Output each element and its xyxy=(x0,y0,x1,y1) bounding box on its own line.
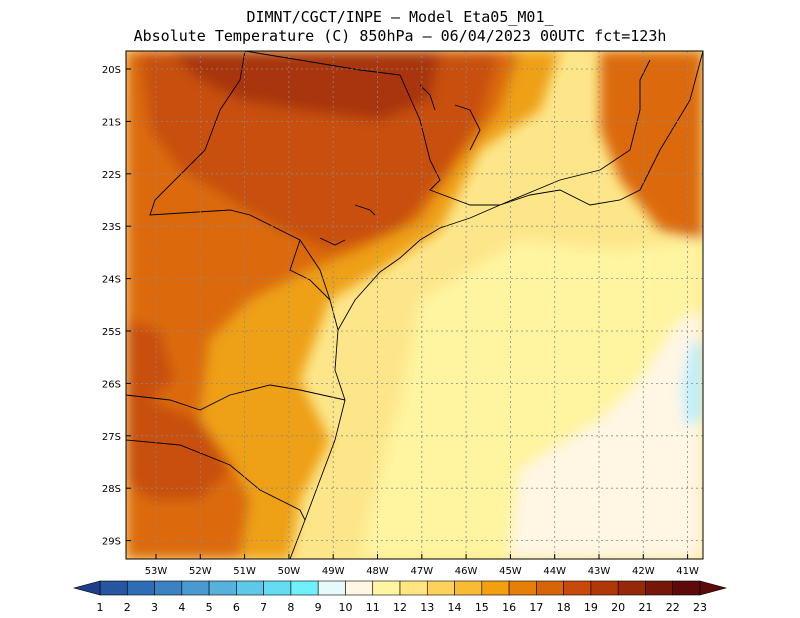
lon-tick-label: 49W xyxy=(322,566,345,577)
reservoir-tiete xyxy=(354,204,376,216)
colorbar-swatch xyxy=(181,580,210,596)
colorbar-swatch xyxy=(317,580,346,596)
lon-tick-label: 43W xyxy=(588,566,611,577)
temperature-field xyxy=(126,51,703,559)
lon-tick-label: 50W xyxy=(278,566,301,577)
colorbar-swatch xyxy=(154,580,183,596)
colorbar-label: 3 xyxy=(151,601,158,614)
colorbar-swatch xyxy=(481,580,510,596)
grid-lines xyxy=(126,51,703,559)
reservoir-paraopeba xyxy=(454,104,481,151)
colorbar-label: 17 xyxy=(529,601,543,614)
field-warm-east xyxy=(600,51,703,240)
latitude-axis: 20S 21S 22S 23S 24S 25S 26S 27S 28S 29S xyxy=(102,65,131,548)
lon-tick-label: 42W xyxy=(632,566,655,577)
colorbar: 1 2 3 4 5 6 7 8 9 10 11 12 13 14 15 16 17 18 19 20 21 22 23 xyxy=(72,580,728,614)
reservoir-furnas xyxy=(419,84,436,111)
lon-tick-label: 53W xyxy=(145,566,168,577)
coastline xyxy=(289,51,703,559)
colorbar-swatch xyxy=(617,580,646,596)
colorbar-low-arrow xyxy=(72,580,101,596)
lon-tick-label: 45W xyxy=(499,566,522,577)
map-title-line-2: Absolute Temperature (C) 850hPa — 06/04/… xyxy=(133,27,667,45)
colorbar-label: 1 xyxy=(97,601,104,614)
colorbar-label: 13 xyxy=(420,601,434,614)
colorbar-label: 5 xyxy=(206,601,213,614)
colorbar-swatch xyxy=(536,580,564,596)
colorbar-label: 18 xyxy=(557,601,571,614)
colorbar-swatch xyxy=(426,580,455,596)
colorbar-swatch xyxy=(208,580,237,596)
lat-tick-label: 24S xyxy=(102,275,121,286)
field-cream xyxy=(510,310,703,559)
colorbar-swatch xyxy=(126,580,155,596)
lon-tick-label: 47W xyxy=(410,566,433,577)
colorbar-label: 6 xyxy=(233,601,240,614)
colorbar-label: 19 xyxy=(584,601,598,614)
colorbar-label: 12 xyxy=(393,601,407,614)
state-border-ms-sp xyxy=(149,51,339,331)
lat-tick-label: 21S xyxy=(102,117,121,128)
map-title-line-1: DIMNT/CGCT/INPE — Model Eta05_M01_ xyxy=(246,8,554,26)
colorbar-swatch xyxy=(454,580,483,596)
colorbar-swatch xyxy=(563,580,592,596)
field-hot-core xyxy=(170,51,440,120)
lat-tick-label: 22S xyxy=(102,170,121,181)
lat-tick-label: 26S xyxy=(102,379,121,390)
colorbar-high-arrow xyxy=(699,580,728,596)
longitude-axis: 53W 52W 51W 50W 49W 48W 47W 46W 45W 44W 43W 42W 41W xyxy=(145,554,699,577)
colorbar-label: 9 xyxy=(315,601,322,614)
colorbar-swatch xyxy=(263,580,292,596)
state-border-mg-rj-es xyxy=(499,59,651,206)
lat-tick-label: 27S xyxy=(102,432,121,443)
colorbar-swatch xyxy=(590,580,619,596)
colorbar-label: 11 xyxy=(366,601,380,614)
lat-tick-label: 20S xyxy=(102,65,121,76)
colorbar-label: 10 xyxy=(338,601,352,614)
colorbar-swatch xyxy=(372,580,401,596)
colorbar-label: 2 xyxy=(124,601,131,614)
state-border-mg-sp xyxy=(244,51,500,206)
plot-frame xyxy=(125,50,704,560)
colorbar-label: 7 xyxy=(260,601,267,614)
colorbar-label: 20 xyxy=(611,601,625,614)
state-border-pr-sc xyxy=(126,384,346,411)
lon-tick-label: 51W xyxy=(233,566,256,577)
colorbar-label: 23 xyxy=(693,601,707,614)
colorbar-label: 15 xyxy=(475,601,489,614)
colorbar-swatch xyxy=(345,580,374,596)
lat-tick-label: 25S xyxy=(102,327,121,338)
lon-tick-label: 41W xyxy=(676,566,699,577)
lat-tick-label: 23S xyxy=(102,222,121,233)
lat-tick-label: 29S xyxy=(102,537,121,548)
colorbar-label: 21 xyxy=(638,601,652,614)
lat-tick-label: 28S xyxy=(102,484,121,495)
colorbar-swatch xyxy=(236,580,264,596)
colorbar-label: 14 xyxy=(448,601,462,614)
colorbar-swatch xyxy=(508,580,537,596)
colorbar-swatch xyxy=(672,580,701,596)
colorbar-label: 8 xyxy=(287,601,294,614)
lon-tick-label: 48W xyxy=(366,566,389,577)
colorbar-swatch xyxy=(290,580,319,596)
colorbar-swatch xyxy=(645,580,674,596)
lon-tick-label: 44W xyxy=(543,566,566,577)
colorbar-label: 22 xyxy=(666,601,680,614)
colorbar-label: 4 xyxy=(178,601,185,614)
lon-tick-label: 46W xyxy=(455,566,478,577)
colorbar-swatch xyxy=(99,580,128,596)
state-border-pr-sp xyxy=(289,239,331,301)
colorbar-swatch xyxy=(399,580,428,596)
reservoir-jurumirim xyxy=(319,237,346,246)
colorbar-label: 16 xyxy=(502,601,516,614)
lon-tick-label: 52W xyxy=(189,566,212,577)
